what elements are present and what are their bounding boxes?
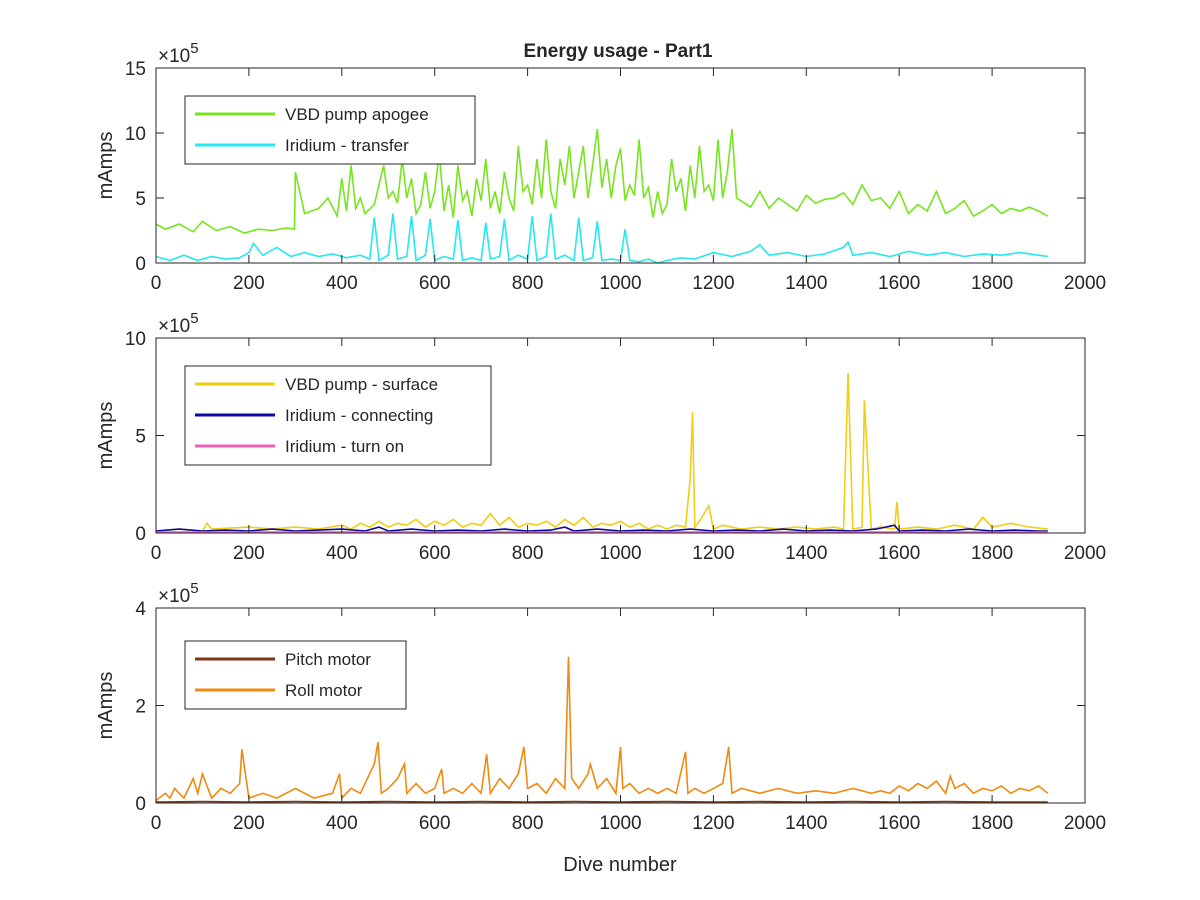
multiplier-exponent: 5 [190,40,198,57]
x-tick-label: 1200 [692,273,734,294]
multiplier-exponent: 5 [190,310,198,327]
x-tick-label: 1000 [599,273,641,294]
x-tick-label: 1400 [785,813,827,834]
x-tick-label: 0 [151,813,162,834]
multiplier-base: ×10 [158,316,190,337]
multiplier-base: ×10 [158,586,190,607]
series-line-1 [155,800,1048,803]
legend-entry-label: VBD pump apogee [285,105,429,124]
x-tick-label: 2000 [1064,273,1106,294]
x-tick-label: 1000 [599,543,641,564]
y-tick-label: 5 [135,189,146,210]
x-tick-label: 2000 [1064,813,1106,834]
x-tick-label: 600 [419,273,451,294]
x-tick-label: 0 [151,543,162,564]
legend-entry-label: Roll motor [285,681,363,700]
x-tick-label: 600 [419,543,451,564]
legend: VBD pump - surface Iridium - connecting Ir… [184,365,492,466]
y-tick-label: 0 [135,254,146,275]
legend-entry-label: VBD pump - surface [285,375,438,394]
y-tick-label: 10 [125,124,146,145]
y-tick-label: 2 [135,697,146,718]
x-tick-label: 2000 [1064,543,1106,564]
legend-box [184,95,476,165]
x-tick-label: 1600 [878,273,920,294]
y-axis-label: mAmps [95,672,117,740]
x-tick-label: 800 [512,543,544,564]
y-axis-label: mAmps [95,132,117,200]
legend-entry-label: Iridium - transfer [285,136,409,155]
legend-entry-label: Iridium - connecting [285,406,433,425]
x-tick-label: 1200 [692,543,734,564]
series-line-1 [155,128,1049,234]
x-tick-label: 1400 [785,273,827,294]
subplot-1: 0 200 400 600 800 1000 1200 1400 1600 1800 2000 0 5 1… [95,40,1106,294]
legend: Pitch motor Roll motor [184,640,407,710]
subplot-3: 0 200 400 600 800 1000 1200 1400 1600 1800 2000 0 2 4… [95,580,1106,834]
y-tick-label: 15 [125,59,146,80]
figure-title: Energy usage - Part1 [523,41,712,62]
x-tick-label: 400 [326,273,358,294]
x-tick-label: 1400 [785,543,827,564]
y-tick-label: 0 [135,524,146,545]
x-tick-label: 200 [233,273,265,294]
x-tick-label: 1600 [878,813,920,834]
x-tick-label: 0 [151,273,162,294]
legend: VBD pump apogee Iridium - transfer [184,95,476,165]
series-line-2 [155,213,1048,264]
x-tick-label: 1800 [971,273,1013,294]
y-tick-label: 5 [135,427,146,448]
legend-entry-label: Iridium - turn on [285,437,404,456]
y-tick-label: 10 [125,329,146,350]
multiplier-exponent: 5 [190,580,198,597]
x-tick-label: 400 [326,813,358,834]
x-tick-label: 400 [326,543,358,564]
x-tick-label: 800 [512,273,544,294]
y-axis-label: mAmps [95,402,117,470]
subplot-2: 0 200 400 600 800 1000 1200 1400 1600 1800 2000 0 5 1… [95,310,1106,564]
x-axis-label: Dive number [563,854,677,876]
y-axis-multiplier: ×105 [158,40,199,67]
x-tick-label: 600 [419,813,451,834]
x-tick-label: 200 [233,543,265,564]
y-tick-label: 0 [135,794,146,815]
x-tick-label: 1200 [692,813,734,834]
x-tick-label: 200 [233,813,265,834]
x-tick-label: 1600 [878,543,920,564]
legend-entry-label: Pitch motor [285,650,371,669]
plots-container: 0 200 400 600 800 1000 1200 1400 1600 1800 2000051… [95,40,1106,834]
series-line-2 [155,656,1049,802]
x-tick-label: 1800 [971,813,1013,834]
y-tick-label: 4 [135,599,146,620]
multiplier-base: ×10 [158,46,190,67]
x-tick-label: 800 [512,813,544,834]
y-axis-multiplier: ×105 [158,580,199,607]
x-tick-label: 1800 [971,543,1013,564]
y-axis-multiplier: ×105 [158,310,199,337]
legend-box [184,640,407,710]
x-tick-label: 1000 [599,813,641,834]
